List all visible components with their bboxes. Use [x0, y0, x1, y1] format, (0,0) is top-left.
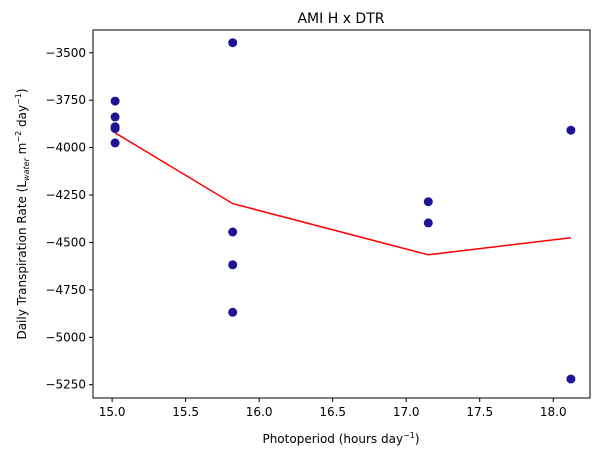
y-tick-label: −5000: [45, 330, 86, 344]
data-point: [566, 374, 576, 384]
fit-line-layer: [114, 132, 571, 256]
y-axis-label-mid2: day: [15, 105, 29, 131]
x-axis-label-close: ): [415, 432, 420, 446]
y-axis-ticks: −3500 −3750 −4000 −4250 −4500 −4750 −5000 −5250: [45, 46, 93, 392]
x-tick-label: 15.0: [99, 405, 126, 419]
data-point: [423, 197, 433, 207]
data-point: [110, 138, 120, 148]
y-tick-label: −3750: [45, 93, 86, 107]
y-tick-label: −4000: [45, 141, 86, 155]
data-point: [423, 218, 433, 228]
data-point: [110, 112, 120, 122]
x-tick-label: 17.0: [393, 405, 420, 419]
x-axis-label-main: Photoperiod (hours day: [262, 432, 403, 446]
y-axis-label-main: Daily Transpiration Rate (L: [15, 181, 29, 340]
data-point: [110, 96, 120, 106]
data-point: [228, 307, 238, 317]
y-tick-label: −4750: [45, 283, 86, 297]
y-axis-label-sup1: −2: [14, 131, 23, 143]
plot-area-frame: [92, 29, 591, 399]
x-tick-label: 18.0: [540, 405, 567, 419]
y-axis-label-mid: m: [15, 143, 29, 159]
chart-title: AMI H x DTR: [297, 11, 384, 27]
x-axis-label: Photoperiod (hours day−1): [262, 431, 419, 446]
y-axis-label-sub: water: [22, 157, 31, 181]
data-point: [566, 125, 576, 135]
x-tick-label: 16.5: [319, 405, 346, 419]
y-tick-label: −3500: [45, 46, 86, 60]
data-point: [228, 260, 238, 270]
data-point: [110, 124, 120, 134]
data-point: [228, 38, 238, 48]
data-point: [228, 227, 238, 237]
y-tick-label: −4500: [45, 235, 86, 249]
x-axis-label-sup: −1: [403, 431, 415, 440]
scatter-points-layer: [110, 38, 576, 384]
y-tick-label: −5250: [45, 378, 86, 392]
x-tick-label: 15.5: [172, 405, 199, 419]
x-tick-label: 16.0: [246, 405, 273, 419]
trend-line: [114, 132, 571, 256]
x-axis-ticks: 15.0 15.5 16.0 16.5 17.0 17.5 18.0: [99, 398, 567, 419]
x-tick-label: 17.5: [466, 405, 493, 419]
y-axis-label-sup2: −1: [14, 93, 23, 105]
y-axis-label-close: ): [15, 88, 29, 93]
y-axis-label: Daily Transpiration Rate (Lwater m−2 day…: [14, 88, 31, 339]
y-tick-label: −4250: [45, 188, 86, 202]
